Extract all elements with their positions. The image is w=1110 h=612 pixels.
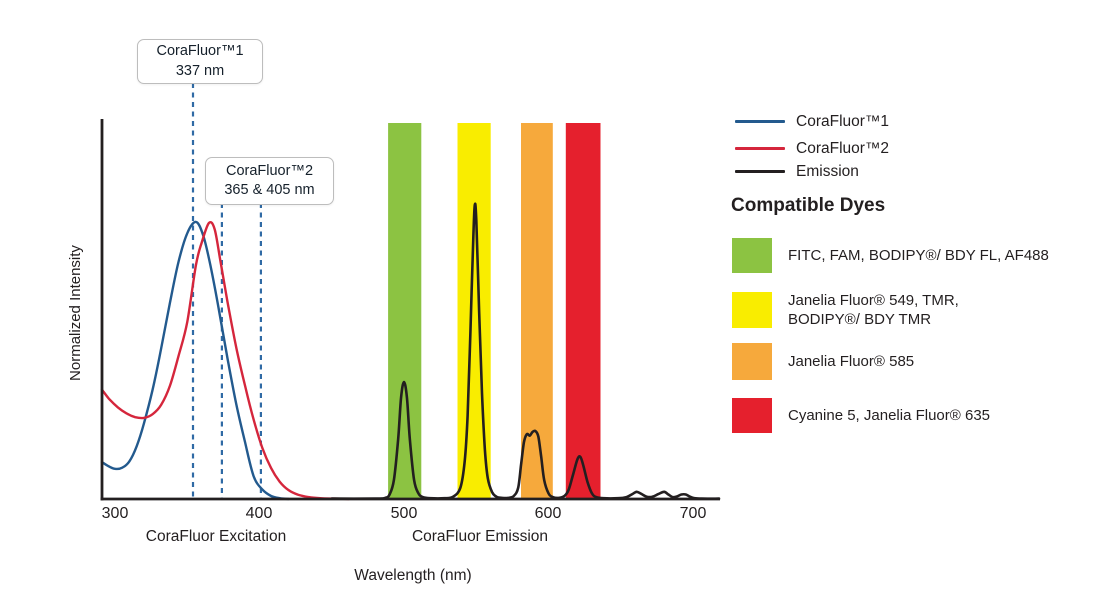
dye-label-green: FITC, FAM, BODIPY®/ BDY FL, AF488 <box>788 247 1049 264</box>
legend-label-corafluor2: CoraFluor™2 <box>796 139 890 157</box>
spectra-curve-group <box>100 202 721 501</box>
dye-label-orange: Janelia Fluor® 585 <box>788 353 915 370</box>
excitation-caption: CoraFluor Excitation <box>145 528 287 545</box>
emission-band-group <box>388 123 601 499</box>
dye-item-red: Cyanine 5, Janelia Fluor® 635 <box>732 398 990 433</box>
dye-label-red: Cyanine 5, Janelia Fluor® 635 <box>788 407 991 424</box>
x-axis-label: Wavelength (nm) <box>354 567 472 584</box>
callout-corafluor1: CoraFluor™1 337 nm <box>137 39 263 84</box>
x-tick-400: 400 <box>245 505 273 522</box>
callout-corafluor2-wavelength: 365 & 405 nm <box>224 182 315 198</box>
curve-corafluor-2 <box>100 221 351 501</box>
dye-item-yellow: Janelia Fluor® 549, TMR, BODIPY®/ BDY TM… <box>732 292 959 328</box>
callout-corafluor1-wavelength: 337 nm <box>175 62 225 79</box>
legend-line-corafluor2 <box>735 147 785 150</box>
x-tick-700: 700 <box>679 505 707 522</box>
curve-corafluor-1 <box>100 220 290 501</box>
legend-line-emission <box>735 170 785 173</box>
dye-item-green: FITC, FAM, BODIPY®/ BDY FL, AF488 <box>732 238 1049 273</box>
excitation-marker-group <box>191 83 262 499</box>
dye-swatch-orange <box>732 343 772 380</box>
dye-swatch-green <box>732 238 772 273</box>
legend-item-emission: Emission <box>735 162 859 181</box>
legend-item-corafluor2: CoraFluor™2 <box>735 139 889 158</box>
y-axis-label: Normalized Intensity <box>67 245 84 381</box>
dye-swatch-yellow <box>732 292 772 328</box>
compatible-dyes-heading: Compatible Dyes <box>731 195 886 216</box>
emission-caption: CoraFluor Emission <box>411 528 549 545</box>
emission-band <box>565 123 601 499</box>
dye-swatch-red <box>732 398 772 433</box>
callout-corafluor1-name: CoraFluor™1 <box>156 43 244 59</box>
x-tick-500: 500 <box>390 505 418 522</box>
callout-corafluor2-name: CoraFluor™2 <box>225 162 314 179</box>
x-tick-600: 600 <box>534 505 562 522</box>
dye-item-orange: Janelia Fluor® 585 <box>732 343 914 380</box>
dye-label-yellow: Janelia Fluor® 549, TMR, BODIPY®/ BDY TM… <box>788 292 959 328</box>
curve-emission <box>330 202 721 500</box>
legend-label-emission: Emission <box>796 162 859 180</box>
legend-label-corafluor1: CoraFluor™1 <box>796 112 890 130</box>
emission-band <box>388 123 422 499</box>
callout-corafluor2: CoraFluor™2 365 & 405 nm <box>205 157 334 205</box>
x-tick-300: 300 <box>101 505 129 522</box>
emission-band <box>521 123 553 499</box>
legend-line-corafluor1 <box>735 120 785 123</box>
legend-item-corafluor1: CoraFluor™1 <box>735 112 889 131</box>
